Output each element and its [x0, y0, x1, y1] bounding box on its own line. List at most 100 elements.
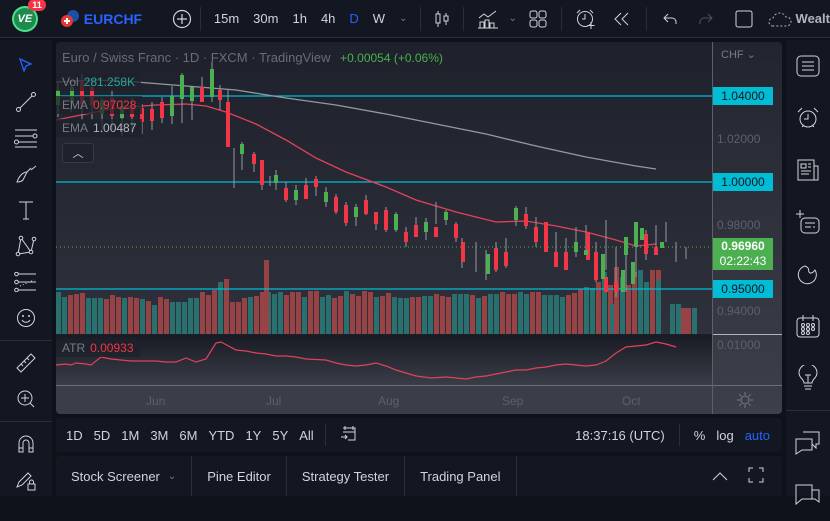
range-1y[interactable]: 1Y [245, 427, 262, 443]
public-chats-button[interactable] [786, 469, 830, 521]
text-tool[interactable] [0, 192, 52, 228]
tab-strategy-tester[interactable]: Strategy Tester [287, 456, 406, 496]
layouts-button[interactable] [520, 0, 556, 38]
zoom-in-tool[interactable] [0, 381, 52, 417]
atr-axis-label: 0.01000 [717, 338, 761, 352]
drawing-toolbar [0, 40, 52, 496]
interval-w[interactable]: W [372, 11, 386, 26]
range-3m[interactable]: 3M [150, 427, 169, 443]
interval-15m[interactable]: 15m [213, 11, 240, 26]
symbol-search-button[interactable]: EURCHF [60, 0, 142, 38]
chevron-down-icon: ⌄ [167, 470, 177, 482]
symbol-description[interactable]: Euro / Swiss Franc · 1D · FXCM · Trading… [62, 50, 331, 65]
range-ytd[interactable]: YTD [208, 427, 235, 443]
ema-slow-legend[interactable]: EMA 1.00487 [56, 119, 143, 137]
interval-d[interactable]: D [349, 11, 359, 26]
layout-name-button[interactable]: Wealt [768, 0, 830, 38]
tab-stock-screener[interactable]: Stock Screener ⌄ [56, 456, 193, 496]
atr-legend[interactable]: ATR 0.00933 [56, 339, 140, 357]
measure-tool[interactable] [0, 345, 52, 381]
chat-bubbles-icon [795, 431, 820, 455]
range-6m[interactable]: 6M [179, 427, 198, 443]
fib-tool[interactable] [0, 120, 52, 156]
price-axis[interactable]: CHF ⌄ 1.04000 1.02000 1.00000 0.98000 0.… [712, 42, 782, 414]
ema-slow-line [56, 79, 657, 170]
undo-button[interactable] [653, 0, 689, 38]
hotlists-button[interactable] [786, 248, 830, 300]
brush-tool[interactable] [0, 156, 52, 192]
undo-icon [663, 13, 677, 24]
go-to-date-button[interactable] [340, 425, 358, 446]
currency-selector[interactable]: CHF ⌄ [721, 49, 756, 61]
divider [678, 424, 680, 446]
interval-30m[interactable]: 30m [253, 11, 279, 26]
divider [0, 340, 52, 341]
cloud-icon [768, 12, 792, 26]
interval-dropdown-chevron-icon[interactable]: ⌄ [399, 13, 408, 24]
expand-panel-button[interactable] [712, 469, 728, 484]
pattern-tool[interactable] [0, 228, 52, 264]
bar-countdown: 02:22:43 [719, 254, 767, 268]
candles-icon [435, 10, 449, 27]
magnet-tool[interactable] [0, 426, 52, 462]
chart-settings-button[interactable] [737, 392, 753, 413]
compare-symbol-button[interactable] [170, 0, 194, 38]
interval-1h[interactable]: 1h [292, 11, 307, 26]
ideas-button[interactable] [786, 352, 830, 404]
indicators-icon [477, 10, 498, 28]
cursor-tool[interactable] [0, 48, 52, 84]
interval-4h[interactable]: 4h [320, 11, 336, 26]
time-axis[interactable]: Jun Jul Aug Sep Oct [56, 385, 712, 414]
tab-pine-editor[interactable]: Pine Editor [192, 456, 287, 496]
chart-container[interactable]: Euro / Swiss Franc · 1D · FXCM · Trading… [56, 42, 782, 414]
range-all[interactable]: All [299, 427, 314, 443]
lock-drawings-tool[interactable] [0, 462, 52, 498]
divider [645, 6, 647, 31]
price-tag-1.00: 1.00000 [713, 173, 773, 191]
pane-divider[interactable] [713, 334, 782, 335]
icons-tool[interactable] [0, 300, 52, 336]
calendar-icon [796, 315, 820, 338]
range-1m[interactable]: 1M [121, 427, 140, 443]
alarm-add-icon [576, 9, 595, 29]
redo-button[interactable] [688, 0, 724, 38]
indicators-button[interactable] [470, 0, 506, 38]
log-scale-toggle[interactable]: log [716, 427, 734, 443]
ideas-stream-button[interactable] [786, 196, 830, 248]
utc-clock[interactable]: 18:37:16 (UTC) [575, 427, 665, 443]
price-label: 0.98000 [717, 218, 761, 232]
calendar-button[interactable] [786, 300, 830, 352]
indicators-dropdown-chevron-icon[interactable]: ⌄ [508, 13, 517, 24]
prediction-tool[interactable] [0, 264, 52, 300]
replay-button[interactable] [604, 0, 640, 38]
watchlist-button[interactable] [786, 40, 830, 92]
range-5d[interactable]: 5D [93, 427, 111, 443]
user-avatar[interactable]: VE 11 [12, 0, 46, 32]
atr-value: 0.00933 [90, 341, 134, 355]
volume-indicator-legend[interactable]: Vol 281.258K [56, 73, 142, 91]
news-button[interactable] [786, 144, 830, 196]
percent-scale-toggle[interactable]: % [693, 427, 706, 443]
ema-fast-legend[interactable]: EMA 0.97028 [56, 96, 143, 114]
auto-scale-toggle[interactable]: auto [744, 427, 770, 443]
month-label: Aug [378, 394, 400, 408]
atr-pane[interactable]: ATR 0.00933 [56, 335, 712, 385]
chats-button[interactable] [786, 417, 830, 469]
gear-icon [737, 392, 753, 408]
price-change: +0.00054 (+0.06%) [340, 51, 443, 65]
month-label: Jul [266, 394, 282, 408]
create-alert-button[interactable] [568, 0, 604, 38]
watchlist-icon [796, 55, 820, 77]
chart-type-button[interactable] [427, 0, 457, 38]
last-price-tag: 0.96960 02:22:43 [713, 238, 773, 270]
trend-line-tool[interactable] [0, 84, 52, 120]
maximize-panel-button[interactable] [748, 467, 764, 486]
fullscreen-select-button[interactable] [724, 0, 764, 38]
price-pane[interactable]: Euro / Swiss Franc · 1D · FXCM · Trading… [56, 42, 712, 334]
range-5y[interactable]: 5Y [272, 427, 289, 443]
range-1d[interactable]: 1D [66, 427, 83, 443]
alerts-button[interactable] [786, 92, 830, 144]
collapse-legend-button[interactable]: ︿ [62, 143, 94, 163]
tab-trading-panel[interactable]: Trading Panel [405, 456, 517, 496]
newspaper-icon [797, 159, 819, 181]
